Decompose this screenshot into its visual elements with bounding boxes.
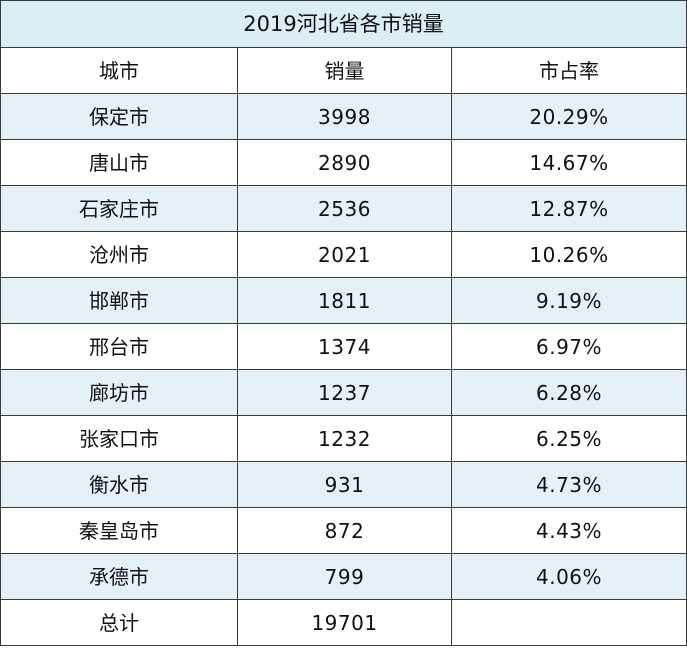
cell-city: 秦皇岛市: [0, 507, 238, 554]
table-title-row: 2019河北省各市销量: [0, 0, 687, 48]
total-share: [450, 599, 687, 646]
cell-city: 邯郸市: [0, 277, 238, 324]
cell-sales: 1811: [237, 277, 452, 324]
cell-sales: 872: [237, 507, 452, 554]
cell-share: 20.29%: [450, 93, 687, 140]
cell-city: 沧州市: [0, 231, 238, 278]
table-header-row: 城市 销量 市占率: [0, 47, 687, 94]
header-sales: 销量: [237, 47, 452, 94]
cell-city: 承德市: [0, 553, 238, 600]
cell-city: 张家口市: [0, 415, 238, 462]
cell-share: 9.19%: [450, 277, 687, 324]
cell-share: 4.06%: [450, 553, 687, 600]
cell-share: 6.97%: [450, 323, 687, 370]
cell-share: 4.43%: [450, 507, 687, 554]
total-sales: 19701: [237, 599, 452, 646]
header-share: 市占率: [450, 47, 687, 94]
table-row: 唐山市 2890 14.67%: [0, 139, 687, 186]
table-title: 2019河北省各市销量: [0, 0, 687, 48]
total-label: 总计: [0, 599, 238, 646]
cell-sales: 2021: [237, 231, 452, 278]
table-row: 承德市 799 4.06%: [0, 553, 687, 600]
cell-share: 10.26%: [450, 231, 687, 278]
cell-city: 衡水市: [0, 461, 238, 508]
cell-sales: 1237: [237, 369, 452, 416]
cell-city: 石家庄市: [0, 185, 238, 232]
cell-share: 12.87%: [450, 185, 687, 232]
table-row: 沧州市 2021 10.26%: [0, 231, 687, 278]
cell-share: 6.25%: [450, 415, 687, 462]
cell-city: 保定市: [0, 93, 238, 140]
table-total-row: 总计 19701: [0, 599, 687, 646]
cell-share: 6.28%: [450, 369, 687, 416]
cell-share: 14.67%: [450, 139, 687, 186]
cell-sales: 931: [237, 461, 452, 508]
table-row: 张家口市 1232 6.25%: [0, 415, 687, 462]
cell-share: 4.73%: [450, 461, 687, 508]
table-row: 邯郸市 1811 9.19%: [0, 277, 687, 324]
table-row: 衡水市 931 4.73%: [0, 461, 687, 508]
cell-sales: 3998: [237, 93, 452, 140]
cell-city: 廊坊市: [0, 369, 238, 416]
cell-sales: 2536: [237, 185, 452, 232]
table-row: 秦皇岛市 872 4.43%: [0, 507, 687, 554]
cell-sales: 2890: [237, 139, 452, 186]
cell-city: 邢台市: [0, 323, 238, 370]
table-row: 石家庄市 2536 12.87%: [0, 185, 687, 232]
table-row: 邢台市 1374 6.97%: [0, 323, 687, 370]
cell-sales: 799: [237, 553, 452, 600]
table-row: 廊坊市 1237 6.28%: [0, 369, 687, 416]
table-row: 保定市 3998 20.29%: [0, 93, 687, 140]
cell-sales: 1232: [237, 415, 452, 462]
cell-sales: 1374: [237, 323, 452, 370]
cell-city: 唐山市: [0, 139, 238, 186]
header-city: 城市: [0, 47, 238, 94]
